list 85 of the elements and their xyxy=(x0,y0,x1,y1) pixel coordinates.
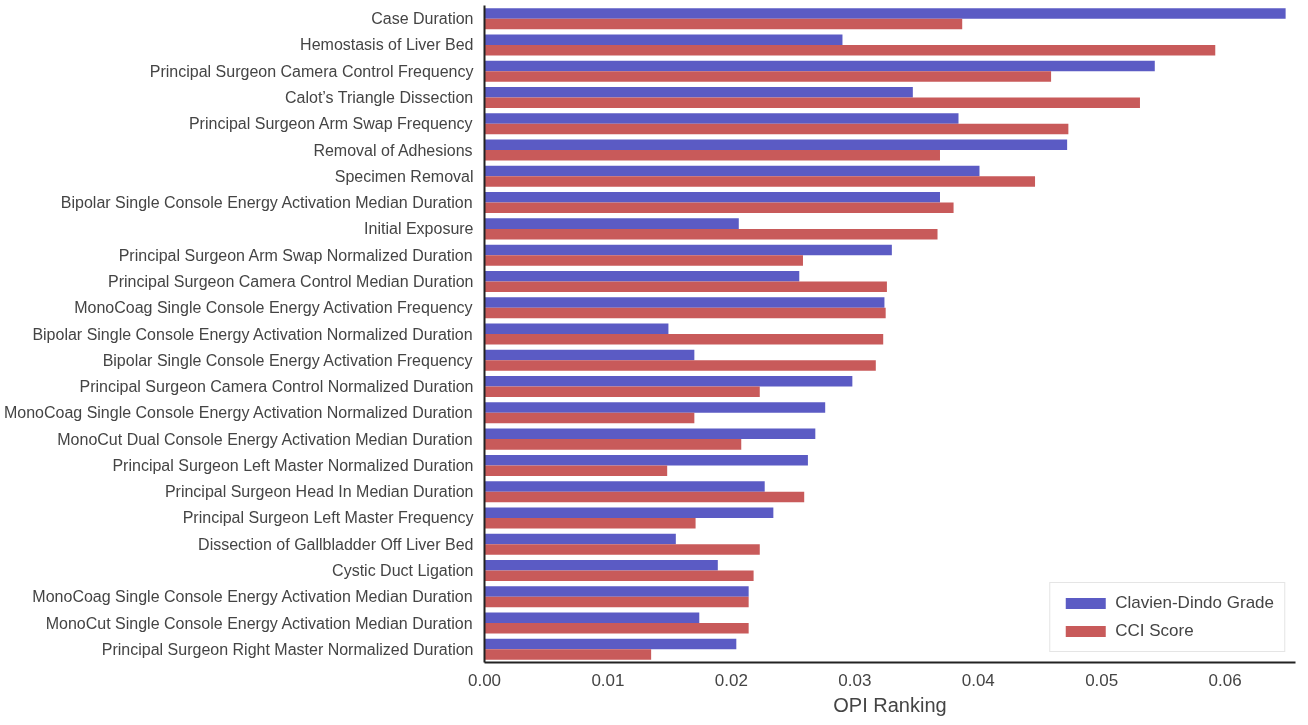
y-tick-label: MonoCut Single Console Energy Activation Median Duration xyxy=(45,614,473,632)
bar xyxy=(484,18,963,30)
bar xyxy=(484,360,876,371)
y-tick-label: Bipolar Single Console Energy Activation Median Duration xyxy=(60,194,473,212)
x-tick-label: 0.06 xyxy=(1208,670,1242,690)
bar xyxy=(484,586,749,597)
y-tick-label: MonoCoag Single Console Energy Activation Normalized Duration xyxy=(3,404,473,422)
x-axis-title: OPI Ranking xyxy=(833,693,947,716)
y-tick-label: Cystic Duct Ligation xyxy=(332,562,474,580)
bar xyxy=(484,454,808,466)
bar xyxy=(484,402,826,413)
bar xyxy=(484,612,700,624)
y-tick-label: Specimen Removal xyxy=(334,167,474,185)
bar xyxy=(484,228,938,240)
y-tick-label: Principal Surgeon Camera Control Normalized Duration xyxy=(79,378,474,396)
bar xyxy=(484,86,913,98)
y-tick-label: MonoCoag Single Console Energy Activation Median Duration xyxy=(32,588,473,606)
y-tick-label: Removal of Adhesions xyxy=(313,141,473,159)
bar xyxy=(484,481,765,492)
bar xyxy=(484,334,884,345)
bar xyxy=(484,281,887,292)
bar xyxy=(484,97,1140,108)
y-tick-label: Principal Surgeon Camera Control Median Duration xyxy=(107,272,474,290)
bar xyxy=(484,150,940,161)
bar xyxy=(484,623,749,634)
bar xyxy=(484,386,760,398)
bar xyxy=(484,60,1155,72)
bar xyxy=(484,412,695,424)
bar xyxy=(484,517,696,529)
bar xyxy=(484,465,668,476)
bar xyxy=(484,176,1036,187)
bar xyxy=(484,165,980,177)
bar xyxy=(484,34,843,45)
bar xyxy=(484,71,1052,82)
bar xyxy=(484,139,1068,151)
bar xyxy=(484,255,803,266)
bar xyxy=(484,507,774,518)
legend-label: Clavien-Dindo Grade xyxy=(1115,593,1274,613)
bar xyxy=(484,8,1286,19)
y-tick-label: Initial Exposure xyxy=(364,220,474,238)
bar xyxy=(484,113,959,124)
y-tick-label: Calot’s Triangle Dissection xyxy=(284,88,474,106)
bar xyxy=(484,202,954,214)
bar xyxy=(484,349,695,361)
legend-label: CCI Score xyxy=(1115,621,1194,641)
y-tick-label: Dissection of Gallbladder Off Liver Bed xyxy=(198,535,474,553)
bar xyxy=(484,270,800,282)
bar xyxy=(484,544,760,555)
y-tick-label: Bipolar Single Console Energy Activation Normalized Duration xyxy=(32,325,473,343)
y-tick-label: Principal Surgeon Left Master Frequency xyxy=(182,509,474,527)
y-tick-label: Principal Surgeon Head In Median Duration xyxy=(164,483,474,501)
x-tick-label: 0.05 xyxy=(1085,670,1119,690)
x-tick-label: 0.04 xyxy=(961,670,995,690)
bar xyxy=(484,533,676,545)
bar xyxy=(484,123,1069,135)
bar xyxy=(484,491,805,503)
bar xyxy=(484,192,940,203)
bar xyxy=(484,570,754,582)
bar xyxy=(484,638,737,650)
x-tick-label: 0.01 xyxy=(591,670,625,690)
y-tick-label: Principal Surgeon Arm Swap Normalized Duration xyxy=(118,246,473,264)
bar xyxy=(484,323,669,334)
bar xyxy=(484,244,892,256)
bar xyxy=(484,218,739,229)
bar xyxy=(484,649,652,660)
x-tick-label: 0.02 xyxy=(714,670,748,690)
x-tick-label: 0.03 xyxy=(838,670,872,690)
y-tick-label: Principal Surgeon Left Master Normalized Duration xyxy=(112,456,474,474)
bar xyxy=(484,307,886,319)
y-tick-label: MonoCut Dual Console Energy Activation Median Duration xyxy=(57,430,473,448)
bar xyxy=(484,596,749,608)
y-tick-label: Hemostasis of Liver Bed xyxy=(300,36,474,54)
bar xyxy=(484,428,816,440)
y-tick-label: Bipolar Single Console Energy Activation Frequency xyxy=(102,351,473,369)
y-tick-label: Principal Surgeon Arm Swap Frequency xyxy=(188,115,473,133)
bar xyxy=(484,439,742,450)
y-tick-label: MonoCoag Single Console Energy Activation Frequency xyxy=(74,299,473,317)
bar xyxy=(484,376,853,387)
y-tick-label: Principal Surgeon Right Master Normalized Duration xyxy=(101,640,474,658)
bar xyxy=(484,297,885,308)
bar xyxy=(484,44,1216,56)
x-tick-label: 0.00 xyxy=(467,670,502,690)
y-tick-label: Case Duration xyxy=(371,10,474,28)
bar xyxy=(484,560,718,571)
y-tick-label: Principal Surgeon Camera Control Frequency xyxy=(149,62,474,80)
